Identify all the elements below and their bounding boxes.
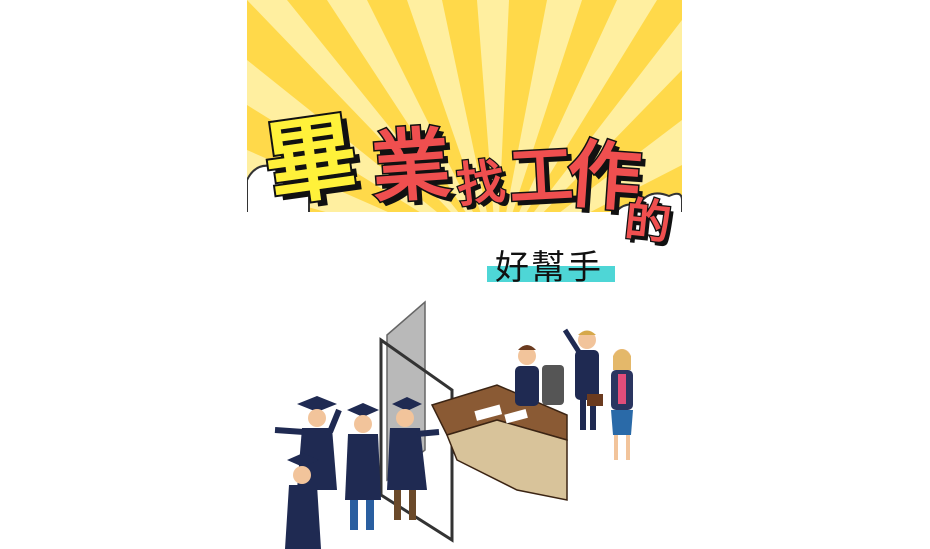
poster: 畢 業 找 工 作 的 好幫手 <box>247 0 682 549</box>
graduate-icon <box>274 396 440 549</box>
title-char-6: 的 <box>621 190 675 251</box>
title-char-1: 畢 <box>256 99 366 222</box>
sunburst-icon <box>247 0 682 230</box>
title-char-3: 找 <box>453 152 509 215</box>
subtitle: 好幫手 <box>495 248 603 288</box>
interviewer-icon <box>515 345 539 406</box>
desk-icon <box>430 365 568 501</box>
job-seeker-icon <box>562 328 633 460</box>
title-char-2: 業 <box>367 118 454 216</box>
title: 畢 業 找 工 作 的 好幫手 <box>247 0 682 300</box>
illustration <box>274 300 633 549</box>
subtitle-highlight <box>487 266 615 282</box>
